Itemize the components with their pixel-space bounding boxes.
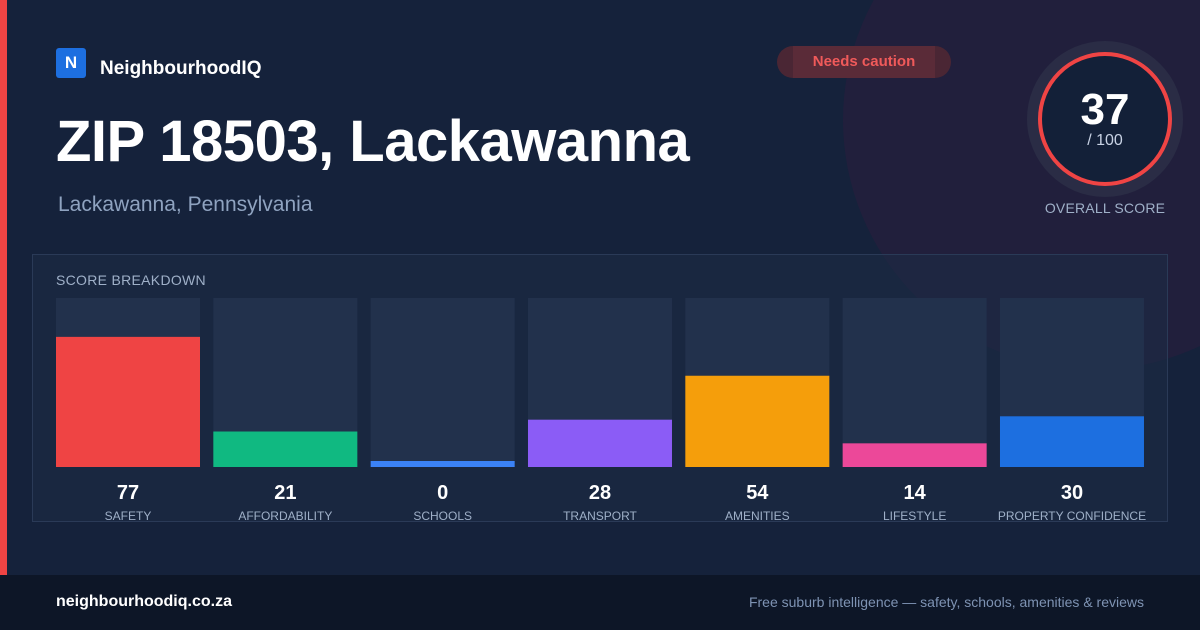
bar-amenities bbox=[685, 375, 830, 467]
status-badge-label: Needs caution bbox=[812, 53, 916, 70]
brand-logo-icon: N bbox=[56, 48, 86, 78]
bar-category-label: PROPERTY CONFIDENCE bbox=[998, 509, 1146, 523]
brand-name: NeighbourhoodIQ bbox=[100, 58, 262, 79]
bar-value-label: 0 bbox=[437, 482, 448, 504]
score-breakdown-title: SCORE BREAKDOWN bbox=[56, 272, 206, 288]
score-ring bbox=[1038, 52, 1172, 186]
badge-highlight bbox=[793, 46, 935, 78]
overall-score-gauge bbox=[1027, 41, 1183, 197]
bar-value-label: 14 bbox=[904, 482, 927, 504]
bar-transport bbox=[527, 419, 672, 467]
bar-value-label: 21 bbox=[274, 482, 296, 504]
bar-category-label: SCHOOLS bbox=[413, 509, 472, 523]
bar-track bbox=[842, 298, 987, 467]
bar-track bbox=[370, 298, 515, 467]
bar-property-confidence bbox=[999, 416, 1144, 467]
bar-value-label: 54 bbox=[746, 482, 769, 504]
overall-score-caption: OVERALL SCORE bbox=[1044, 200, 1166, 216]
bar-category-label: TRANSPORT bbox=[563, 509, 637, 523]
overall-score-value: 37 bbox=[1080, 85, 1130, 134]
accent-bar bbox=[0, 0, 7, 575]
score-breakdown-chart: 77 SAFETY 21 AFFORDABILITY 0 SCHOOLS 28 TRANSPO… bbox=[56, 298, 1146, 523]
footer: neighbourhoodiq.co.za Free suburb intell… bbox=[0, 575, 1200, 630]
footer-site-link[interactable]: neighbourhoodiq.co.za bbox=[56, 593, 232, 610]
bar-category-label: LIFESTYLE bbox=[883, 509, 946, 523]
share-card: N NeighbourhoodIQ Needs caution ZIP 1850… bbox=[0, 0, 1200, 575]
bar-category-label: SAFETY bbox=[105, 509, 152, 523]
bar-lifestyle bbox=[842, 443, 987, 467]
brand[interactable]: N NeighbourhoodIQ bbox=[56, 46, 261, 80]
bar-schools bbox=[370, 461, 515, 467]
overall-score-total: / 100 bbox=[1087, 132, 1123, 149]
page-subtitle: Lackawanna, Pennsylvania bbox=[58, 193, 313, 216]
bar-value-label: 77 bbox=[117, 482, 139, 504]
bar-category-label: AMENITIES bbox=[725, 509, 790, 523]
bar-value-label: 30 bbox=[1061, 482, 1083, 504]
status-badge: Needs caution bbox=[777, 46, 951, 78]
page-title: ZIP 18503, Lackawanna bbox=[56, 109, 690, 174]
bar-safety bbox=[56, 336, 200, 467]
bar-value-label: 28 bbox=[589, 482, 611, 504]
bar-category-label: AFFORDABILITY bbox=[238, 509, 332, 523]
footer-tagline: Free suburb intelligence — safety, schoo… bbox=[748, 594, 1144, 610]
bar-affordability bbox=[213, 431, 358, 467]
